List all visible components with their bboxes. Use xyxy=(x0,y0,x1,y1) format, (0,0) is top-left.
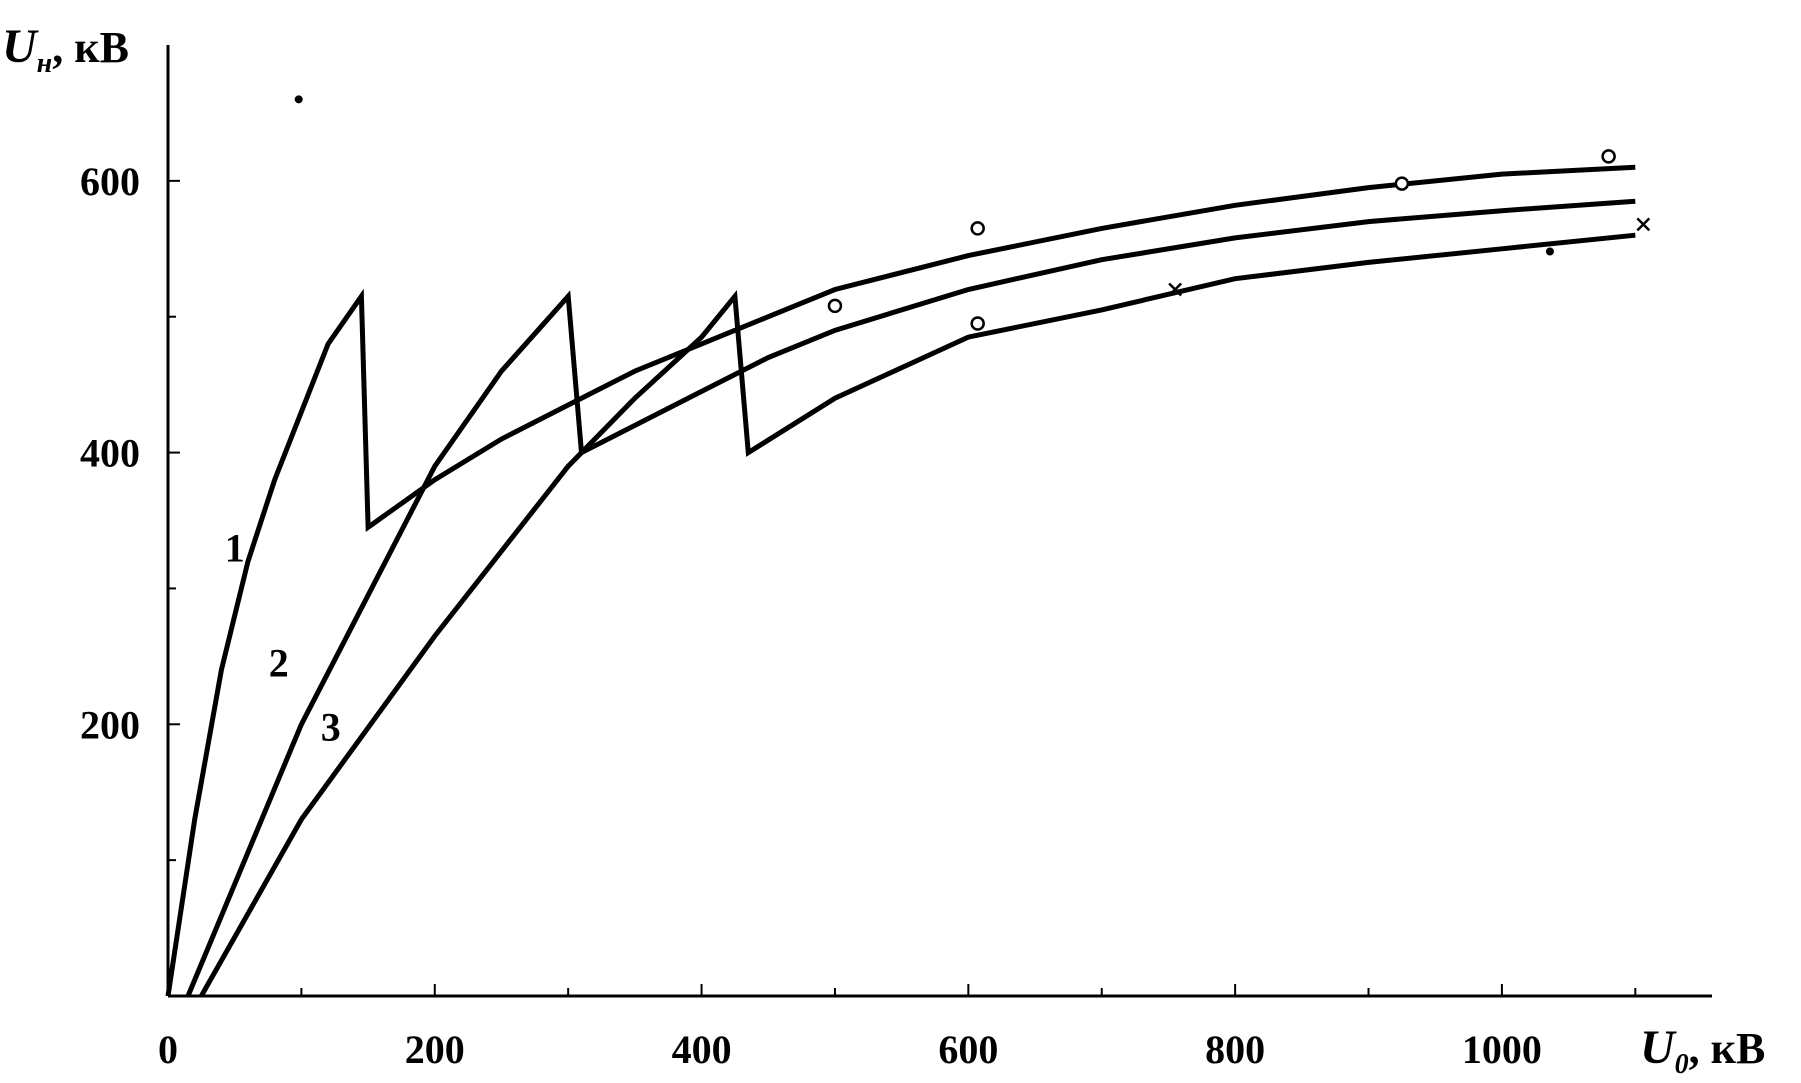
series-line-2 xyxy=(185,198,1636,997)
markers-group xyxy=(294,95,1651,331)
x-tick-label: 400 xyxy=(672,1027,732,1072)
x-tick-label: 200 xyxy=(405,1027,465,1072)
data-point-circle xyxy=(1601,149,1616,164)
x-tick-label: 0 xyxy=(158,1027,178,1072)
y-tick-label: 600 xyxy=(80,159,140,204)
series-label-1: 1 xyxy=(225,525,245,570)
data-point-cross-stroke xyxy=(1168,282,1182,297)
data-point-cross xyxy=(1636,217,1651,232)
y-tick-label: 200 xyxy=(80,702,140,747)
series-line-3 xyxy=(199,232,1636,998)
data-point-cross-stroke xyxy=(1636,217,1651,232)
data-point-circle xyxy=(827,298,843,314)
data-point-cross xyxy=(1168,282,1182,297)
data-point-circle xyxy=(970,316,985,331)
series-label-3: 3 xyxy=(321,705,341,750)
series-label-2: 2 xyxy=(269,641,289,686)
ticks xyxy=(168,179,1637,996)
data-point-circle xyxy=(1394,176,1410,191)
x-tick-label: 600 xyxy=(938,1027,998,1072)
x-axis-title: U0, кВ xyxy=(1640,1021,1765,1080)
axes xyxy=(166,45,1712,998)
x-tick-label: 1000 xyxy=(1462,1027,1542,1072)
x-tick-label: 800 xyxy=(1205,1027,1265,1072)
series-group xyxy=(165,164,1636,998)
data-point-circle xyxy=(970,221,985,236)
data-point-dot xyxy=(294,95,303,104)
series-line-1 xyxy=(165,164,1636,997)
labels-group: 0 200 400 600 800 1000 200 400 600 Uн, кВ U0, кВ 1 2… xyxy=(2,20,1765,1080)
data-point-dot xyxy=(1545,247,1554,256)
y-axis-title: Uн, кВ xyxy=(2,20,129,79)
y-tick-label: 400 xyxy=(80,431,140,476)
